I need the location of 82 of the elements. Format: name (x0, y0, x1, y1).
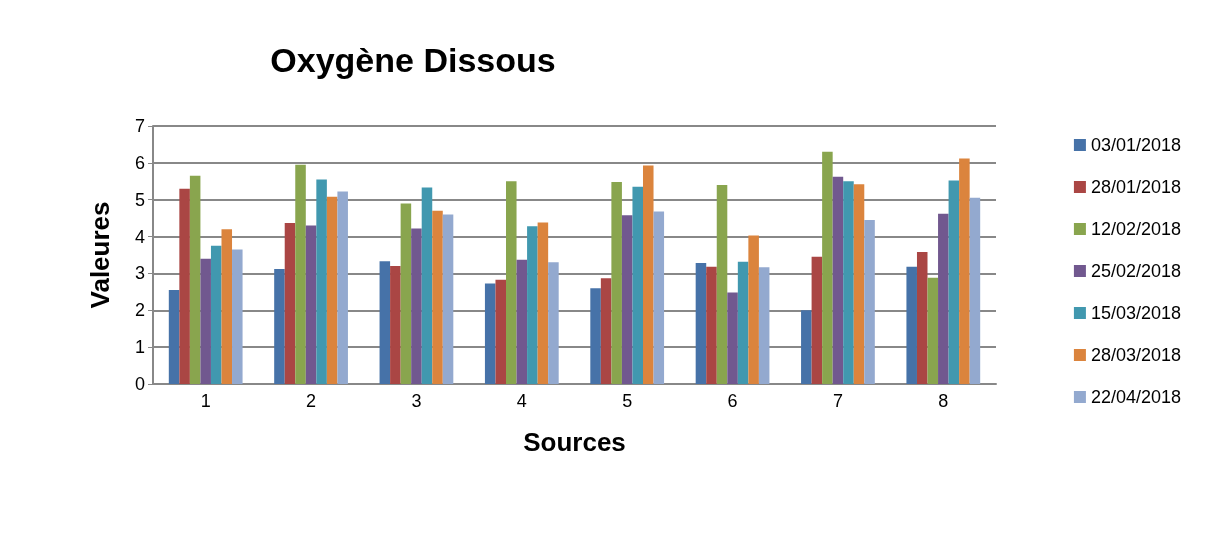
bar (442, 214, 454, 384)
x-tick-label: 5 (622, 391, 633, 411)
bar (758, 267, 770, 384)
bar (284, 222, 296, 384)
bar (948, 180, 960, 384)
y-tick-label: 3 (134, 263, 145, 284)
y-tick-label: 2 (134, 300, 145, 321)
bar (864, 219, 875, 384)
x-tick-label: 3 (411, 391, 422, 411)
y-tick-label: 5 (134, 189, 145, 210)
bar (232, 249, 243, 384)
bar (706, 266, 717, 384)
bar (811, 256, 823, 384)
y-tick-label: 6 (134, 152, 145, 173)
bar (548, 262, 559, 384)
bar (337, 191, 348, 384)
legend-label: 03/01/2018 (1090, 135, 1182, 155)
bar (189, 175, 201, 384)
chart-title: Oxygène Dissous (270, 41, 556, 79)
bar (390, 266, 401, 384)
bar (843, 181, 854, 384)
bar (590, 288, 601, 384)
bar (695, 263, 707, 384)
bar (748, 235, 759, 384)
x-tick-label: 1 (200, 391, 211, 411)
bar (537, 222, 549, 384)
y-axis-title: Valeures (85, 201, 115, 309)
bar (400, 203, 412, 384)
y-tick-label: 0 (134, 374, 145, 394)
bar (727, 292, 738, 384)
legend-label: 28/03/2018 (1090, 345, 1182, 365)
legend-label: 25/02/2018 (1090, 261, 1182, 281)
bar (959, 158, 970, 384)
bar (316, 179, 327, 384)
bar (506, 181, 517, 384)
bar (801, 310, 812, 384)
bar (600, 278, 612, 384)
y-tick-label: 1 (134, 337, 145, 358)
bar (179, 188, 190, 384)
bar (527, 226, 538, 384)
bar (938, 213, 949, 384)
y-tick-label: 7 (134, 116, 145, 136)
bar (421, 187, 433, 384)
bar (432, 210, 443, 384)
bar (916, 252, 928, 384)
bar (295, 164, 306, 384)
bar (221, 229, 233, 384)
legend-label: 28/01/2018 (1090, 177, 1182, 197)
bar (853, 184, 865, 384)
bar (210, 245, 222, 384)
x-tick-label: 6 (727, 391, 738, 411)
bar (411, 228, 422, 384)
bar (632, 186, 643, 384)
bar (305, 225, 317, 384)
bar (274, 269, 285, 384)
bar (621, 215, 633, 384)
bar (379, 261, 391, 384)
bar (611, 182, 622, 384)
y-tick-label: 4 (134, 226, 145, 247)
bar (642, 165, 654, 384)
bar (516, 259, 528, 384)
bar (832, 176, 844, 384)
bar (737, 261, 749, 384)
bar (168, 290, 180, 384)
bar (969, 197, 981, 384)
bar (200, 258, 211, 384)
x-axis-title: Sources (523, 427, 626, 457)
bar (495, 279, 507, 384)
bar (822, 151, 833, 384)
bar (716, 184, 728, 384)
x-tick-label: 4 (516, 391, 527, 411)
bar (326, 196, 338, 384)
bar (906, 266, 917, 384)
bar (484, 283, 496, 384)
legend-label: 12/02/2018 (1090, 219, 1182, 239)
x-tick-label: 2 (306, 391, 317, 411)
bar (927, 277, 939, 384)
x-tick-label: 8 (938, 391, 949, 411)
legend-label: 22/04/2018 (1090, 387, 1182, 407)
legend-label: 15/03/2018 (1090, 303, 1182, 323)
bar (653, 211, 665, 384)
x-tick-label: 7 (832, 391, 843, 411)
